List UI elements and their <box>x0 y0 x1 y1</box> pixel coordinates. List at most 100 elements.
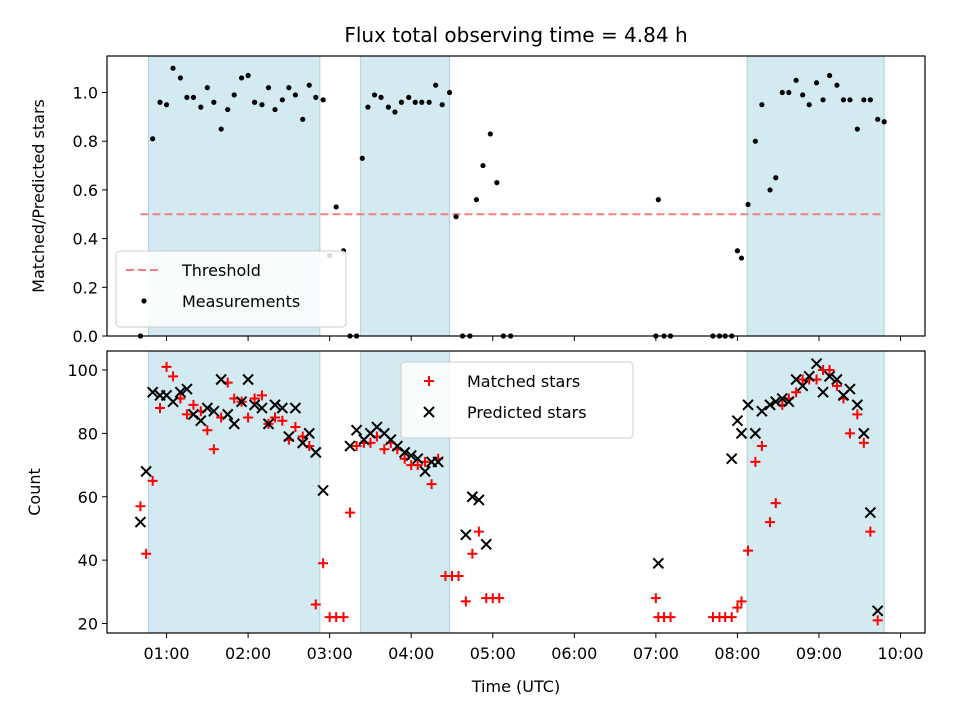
marker-predicted-stars <box>289 402 302 414</box>
shaded-interval-3 <box>746 350 885 634</box>
marker-measurements <box>218 126 224 132</box>
marker-measurements <box>231 92 237 98</box>
marker-predicted-stars <box>195 415 207 427</box>
marker-predicted-stars <box>405 449 417 462</box>
marker-measurements <box>494 180 500 186</box>
marker-measurements <box>306 82 312 88</box>
marker-predicted-stars <box>134 516 147 528</box>
marker-measurements <box>861 97 867 103</box>
marker-measurements <box>800 92 806 98</box>
marker-measurements <box>300 116 306 122</box>
marker-matched-stars <box>338 612 349 623</box>
marker-matched-stars <box>743 545 754 556</box>
marker-measurements <box>286 85 292 91</box>
marker-measurements <box>847 97 853 103</box>
marker-predicted-stars <box>262 418 275 430</box>
y-axis-label: Matched/Predicted stars <box>29 99 48 293</box>
x-tick-label: 06:00 <box>551 644 597 663</box>
marker-predicted-stars <box>735 427 748 440</box>
marker-predicted-stars <box>276 402 289 414</box>
marker-measurements <box>786 89 792 96</box>
marker-predicted-stars <box>181 383 193 395</box>
marker-predicted-stars <box>297 437 309 449</box>
marker-measurements <box>426 99 432 105</box>
marker-predicted-stars <box>174 386 187 398</box>
x-tick-label: 03:00 <box>307 644 353 663</box>
marker-measurements <box>150 136 156 142</box>
marker-measurements <box>157 99 163 105</box>
marker-measurements <box>745 201 751 208</box>
marker-measurements <box>867 97 873 103</box>
y-tick-label: 80 <box>78 424 98 443</box>
legend-label: Measurements <box>182 292 300 311</box>
marker-predicted-stars <box>756 405 768 417</box>
y-tick-label: 0.0 <box>73 327 98 346</box>
marker-matched-stars <box>791 387 802 398</box>
marker-predicted-stars <box>167 395 179 408</box>
marker-measurements <box>333 204 339 210</box>
marker-predicted-stars <box>201 402 214 414</box>
legend-label: Matched stars <box>467 372 580 391</box>
marker-matched-stars <box>852 409 863 420</box>
legend-label: Threshold <box>181 261 261 280</box>
marker-matched-stars <box>379 444 390 455</box>
y-tick-label: 1.0 <box>73 84 98 103</box>
marker-predicted-stars <box>412 453 424 465</box>
marker-measurements <box>806 102 812 108</box>
marker-predicted-stars <box>228 418 240 430</box>
marker-matched-stars <box>161 361 172 372</box>
marker-matched-stars <box>467 548 478 559</box>
marker-measurements <box>759 102 765 108</box>
marker-matched-stars <box>765 517 776 528</box>
marker-measurements <box>767 187 773 193</box>
marker-matched-stars <box>426 479 437 490</box>
marker-predicted-stars <box>858 427 870 440</box>
x-tick-label: 05:00 <box>470 644 516 663</box>
marker-predicted-stars <box>208 405 220 417</box>
marker-predicted-stars <box>146 386 159 398</box>
marker-predicted-stars <box>460 529 472 541</box>
y-axis-label: Count <box>25 468 44 516</box>
x-tick-label: 01:00 <box>143 644 189 663</box>
chart-title: Flux total observing time = 4.84 h <box>344 23 687 47</box>
marker-matched-stars <box>345 507 356 518</box>
marker-predicted-stars <box>770 395 782 408</box>
marker-predicted-stars <box>864 506 877 519</box>
marker-measurements <box>487 131 493 137</box>
marker-matched-stars <box>155 403 166 414</box>
marker-matched-stars <box>270 412 281 423</box>
marker-predicted-stars <box>473 494 485 506</box>
marker-measurements <box>265 85 272 91</box>
marker-matched-stars <box>202 425 213 436</box>
marker-measurements <box>738 255 745 261</box>
marker-predicted-stars <box>742 399 754 411</box>
top-panel-ratio: 0.0 0.2 0.4 0.6 0.8 1.0 Matched/Predicted star… <box>29 55 926 346</box>
marker-predicted-stars <box>344 440 356 452</box>
marker-predicted-stars <box>350 424 363 436</box>
marker-matched-stars <box>277 415 288 426</box>
marker-predicted-stars <box>776 392 788 405</box>
marker-measurements <box>473 197 480 203</box>
marker-predicted-stars <box>726 453 738 465</box>
marker-matched-stars <box>208 444 219 455</box>
marker-measurements <box>840 97 847 103</box>
marker-predicted-stars <box>810 357 823 370</box>
marker-predicted-stars <box>764 399 776 411</box>
x-tick-label: 07:00 <box>633 644 679 663</box>
marker-matched-stars <box>865 526 876 537</box>
marker-measurements <box>834 82 840 88</box>
marker-measurements <box>279 97 285 103</box>
marker-matched-stars <box>726 612 737 623</box>
legend-box <box>400 361 634 439</box>
marker-measurements <box>433 82 439 88</box>
marker-matched-stars <box>318 558 329 569</box>
marker-matched-stars <box>181 409 192 420</box>
marker-measurements <box>734 248 741 254</box>
marker-matched-stars <box>188 399 199 410</box>
marker-matched-stars <box>135 501 146 512</box>
marker-measurements <box>378 94 384 100</box>
marker-measurements <box>163 102 170 108</box>
marker-measurements <box>412 99 418 105</box>
marker-predicted-stars <box>310 446 322 459</box>
